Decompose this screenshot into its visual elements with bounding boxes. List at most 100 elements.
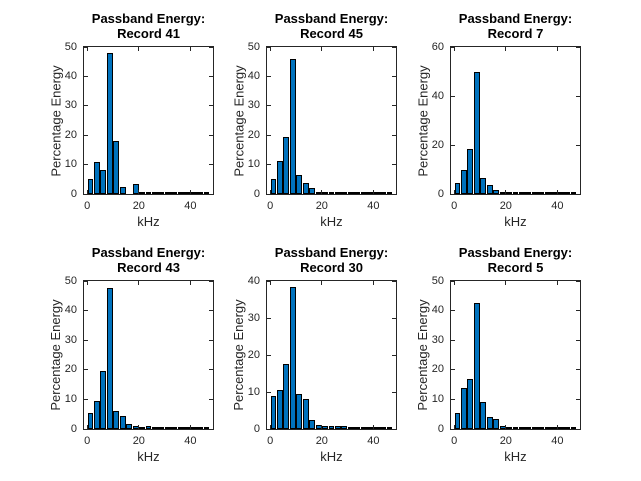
subplot-title-line-2: Record 5 — [487, 260, 544, 275]
y-tick-mark-right — [209, 75, 213, 77]
plot-box — [83, 280, 214, 430]
x-tick-label: 0 — [267, 435, 274, 447]
y-tick-label: 30 — [64, 99, 77, 112]
bar — [347, 192, 354, 194]
bar — [519, 427, 525, 429]
y-tick-mark-right — [576, 339, 580, 341]
y-tick-mark — [451, 46, 455, 48]
x-tick-label: 0 — [267, 200, 274, 212]
y-tick-mark — [267, 75, 271, 77]
bar — [564, 427, 571, 429]
y-tick-label: 50 — [247, 40, 260, 53]
y-tick-label: 40 — [64, 304, 77, 317]
y-tick-label: 0 — [70, 187, 77, 200]
y-tick-label: 10 — [247, 158, 260, 171]
bar — [354, 192, 361, 194]
bar — [302, 399, 309, 429]
y-tick-label: 50 — [431, 274, 444, 287]
y-tick-mark — [84, 280, 88, 282]
plot-box — [450, 280, 581, 430]
bar — [190, 192, 197, 194]
x-axis-label: kHz — [137, 214, 160, 229]
bar — [322, 425, 328, 429]
bar — [467, 148, 474, 194]
y-tick-mark-right — [392, 105, 396, 107]
bar — [538, 192, 545, 194]
x-tick-mark — [453, 425, 455, 429]
bar — [386, 192, 393, 194]
y-tick-label: 40 — [64, 69, 77, 82]
x-axis-label: kHz — [504, 449, 527, 464]
y-tick-mark-right — [209, 398, 213, 400]
y-tick-mark — [84, 75, 88, 77]
bar — [506, 427, 512, 429]
bar — [467, 378, 474, 429]
bar — [177, 427, 184, 429]
bar — [152, 192, 158, 194]
y-tick-label: 30 — [431, 333, 444, 346]
bar — [454, 182, 461, 194]
bar — [106, 52, 113, 194]
x-tick-label: 20 — [315, 200, 328, 212]
y-tick-mark-right — [209, 134, 213, 136]
bar — [570, 192, 577, 194]
y-tick-mark — [84, 134, 88, 136]
bar — [493, 418, 500, 429]
bar — [283, 136, 290, 194]
y-tick-label: 0 — [437, 187, 444, 200]
bars-layer — [267, 46, 396, 195]
y-tick-mark-right — [209, 280, 213, 282]
subplot-title: Passband Energy: Record 43 — [59, 245, 239, 275]
y-tick-mark-right — [576, 280, 580, 282]
x-tick-label: 40 — [551, 200, 564, 212]
y-tick-mark-right — [392, 317, 396, 319]
bar — [139, 426, 145, 429]
bar — [373, 192, 380, 194]
subplot-title: Passband Energy: Record 45 — [242, 11, 422, 41]
subplot-title-line-1: Passband Energy: — [91, 245, 206, 260]
bar — [480, 402, 487, 429]
x-tick-label: 20 — [132, 200, 145, 212]
subplot-title-line-2: Record 43 — [117, 260, 180, 275]
bar — [512, 192, 519, 194]
x-tick-mark-top — [556, 281, 558, 285]
bar — [473, 71, 480, 194]
y-tick-mark — [267, 428, 271, 430]
bar — [341, 192, 348, 194]
bars-layer — [451, 280, 580, 430]
bar — [454, 412, 461, 429]
bar — [145, 192, 152, 194]
y-tick-label: 0 — [70, 422, 77, 435]
bar — [171, 427, 178, 429]
bar — [460, 387, 467, 429]
bar — [203, 427, 210, 429]
bar — [171, 192, 178, 194]
x-tick-mark-top — [269, 47, 271, 51]
y-tick-mark — [84, 428, 88, 430]
x-tick-label: 40 — [551, 435, 564, 447]
bar — [328, 426, 335, 429]
bar — [289, 286, 296, 429]
y-tick-mark — [267, 354, 271, 356]
y-tick-label: 0 — [437, 422, 444, 435]
y-tick-label: 40 — [431, 304, 444, 317]
bar — [544, 192, 551, 194]
x-tick-mark-top — [453, 47, 455, 51]
bar — [184, 427, 191, 429]
y-tick-mark-right — [576, 193, 580, 195]
x-tick-label: 0 — [84, 200, 91, 212]
bar — [380, 427, 387, 429]
bars-layer — [84, 46, 213, 195]
x-tick-mark — [556, 190, 558, 194]
bar — [525, 427, 532, 429]
y-tick-mark-right — [392, 391, 396, 393]
y-tick-label: 10 — [64, 158, 77, 171]
y-tick-label: 30 — [247, 311, 260, 324]
y-tick-mark — [451, 398, 455, 400]
bar — [367, 427, 374, 429]
x-tick-mark-top — [453, 281, 455, 285]
bar — [493, 190, 500, 194]
bar — [190, 427, 197, 429]
bar — [276, 161, 283, 194]
bar — [551, 192, 558, 194]
